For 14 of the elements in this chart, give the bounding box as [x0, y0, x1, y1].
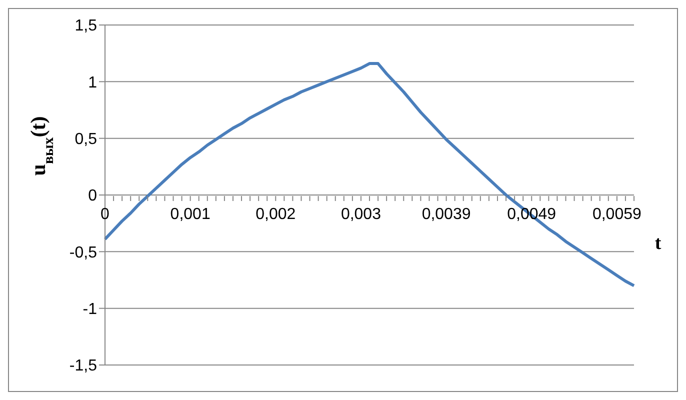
y-tick-label: 1 — [88, 74, 98, 92]
y-tick-label: 1,5 — [74, 18, 98, 35]
x-tick-label: 0,002 — [256, 206, 296, 223]
y-tick-label: -1 — [82, 301, 98, 318]
x-tick-label: 0,003 — [340, 206, 382, 223]
x-tick-label: 0,0059 — [592, 206, 642, 223]
x-tick-label: 0,001 — [170, 206, 210, 223]
y-tick-label: 0 — [88, 188, 98, 205]
x-tick-label: 0 — [100, 206, 110, 223]
x-axis-title: t — [654, 233, 662, 254]
y-tick-label: 0,5 — [74, 131, 98, 148]
y-tick-label: -1,5 — [69, 358, 98, 375]
y-tick-label: -0,5 — [69, 244, 98, 262]
x-tick-label: 0,0039 — [422, 206, 471, 223]
